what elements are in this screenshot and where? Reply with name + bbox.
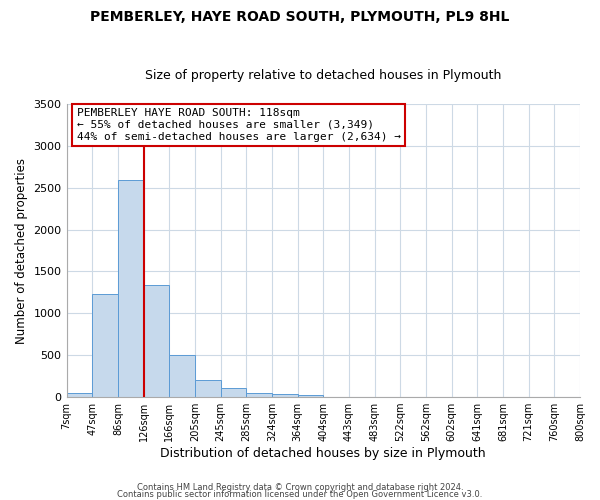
Text: Contains HM Land Registry data © Crown copyright and database right 2024.: Contains HM Land Registry data © Crown c…	[137, 484, 463, 492]
Title: Size of property relative to detached houses in Plymouth: Size of property relative to detached ho…	[145, 69, 502, 82]
X-axis label: Distribution of detached houses by size in Plymouth: Distribution of detached houses by size …	[160, 447, 486, 460]
Bar	[221, 388, 246, 397]
Text: PEMBERLEY, HAYE ROAD SOUTH, PLYMOUTH, PL9 8HL: PEMBERLEY, HAYE ROAD SOUTH, PLYMOUTH, PL…	[91, 10, 509, 24]
Bar	[272, 394, 298, 397]
Bar	[92, 294, 118, 397]
Bar	[118, 180, 143, 397]
Text: PEMBERLEY HAYE ROAD SOUTH: 118sqm
← 55% of detached houses are smaller (3,349)
4: PEMBERLEY HAYE ROAD SOUTH: 118sqm ← 55% …	[77, 108, 401, 142]
Bar	[298, 394, 323, 397]
Text: Contains public sector information licensed under the Open Government Licence v3: Contains public sector information licen…	[118, 490, 482, 499]
Bar	[67, 393, 92, 397]
Bar	[143, 285, 169, 397]
Bar	[169, 355, 195, 397]
Bar	[246, 393, 272, 397]
Bar	[195, 380, 221, 397]
Y-axis label: Number of detached properties: Number of detached properties	[15, 158, 28, 344]
